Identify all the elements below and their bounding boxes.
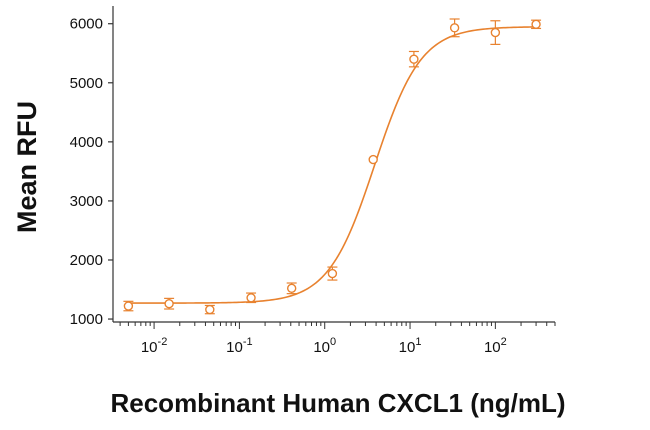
tick-labels-layer: 1000 2000 3000 4000 5000 6000 10-2 10-1 100 101 10…: [70, 16, 507, 356]
fit-curve-layer: [128, 26, 537, 304]
data-point-group: [164, 297, 175, 310]
x-tick-label: 10-2: [141, 336, 167, 356]
data-point-group: [368, 154, 378, 165]
y-tick-label: 6000: [70, 16, 103, 33]
data-point-group: [286, 282, 297, 295]
data-point-group: [327, 266, 338, 281]
data-point: [449, 23, 460, 33]
data-point: [368, 154, 378, 165]
data-point: [205, 304, 215, 315]
data-point-group: [246, 292, 257, 304]
data-point-group: [449, 18, 460, 38]
y-tick-label: 1000: [70, 311, 103, 328]
data-point: [531, 19, 541, 30]
axes: [108, 6, 556, 329]
y-axis-label: Mean RFU: [12, 101, 42, 233]
data-point: [490, 27, 501, 38]
y-tick-label: 4000: [70, 134, 103, 151]
x-axis-label: Recombinant Human CXCL1 (ng/mL): [110, 388, 565, 418]
x-tick-label: 101: [399, 336, 422, 356]
data-point: [164, 298, 174, 309]
data-point-group: [123, 300, 134, 312]
y-tick-label: 5000: [70, 75, 103, 92]
data-point: [327, 268, 338, 279]
data-point-group: [531, 19, 542, 30]
fit-curve: [128, 26, 537, 304]
data-point: [246, 293, 256, 303]
data-point-group: [490, 20, 501, 45]
data-point: [123, 301, 134, 311]
data-points-layer: [123, 18, 542, 315]
data-point: [409, 54, 419, 64]
y-tick-label: 2000: [70, 252, 103, 269]
x-tick-label: 100: [313, 336, 336, 356]
data-point-group: [408, 50, 419, 68]
x-tick-label: 102: [484, 336, 507, 356]
x-tick-label: 10-1: [226, 336, 252, 356]
data-point: [286, 283, 297, 294]
data-point-group: [204, 304, 215, 315]
y-tick-label: 3000: [70, 193, 103, 210]
